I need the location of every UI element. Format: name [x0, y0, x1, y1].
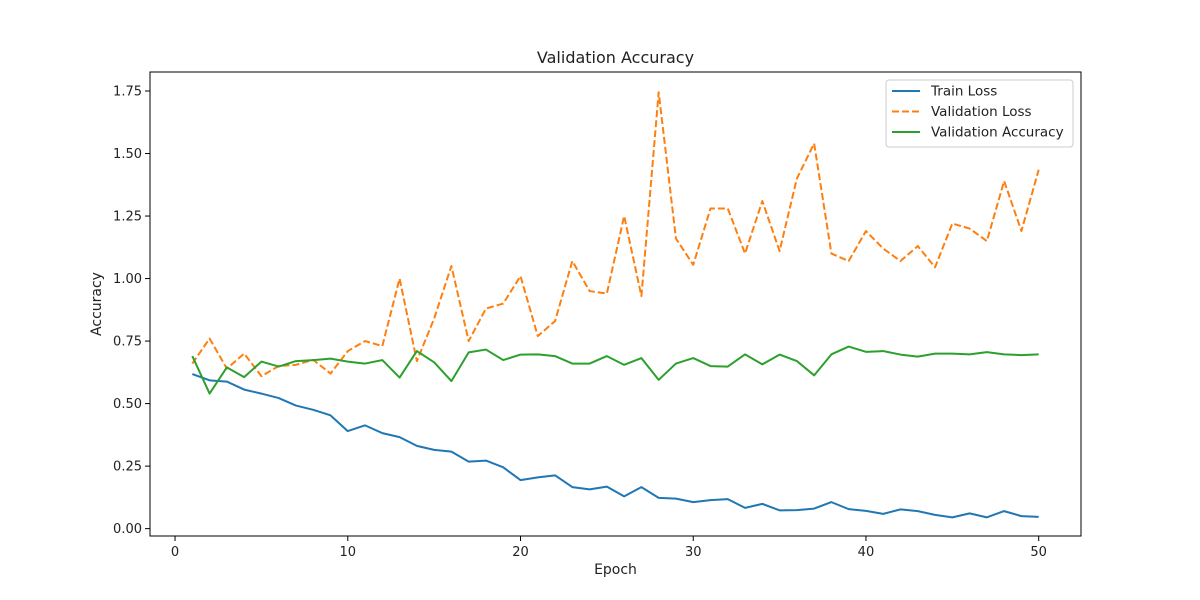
x-tick-label-40: 40 — [858, 545, 875, 560]
x-axis-label: Epoch — [594, 562, 637, 578]
x-tick-label-20: 20 — [512, 545, 529, 560]
y-tick-label-1: 0.25 — [113, 460, 142, 475]
y-axis-label: Accuracy — [89, 272, 105, 336]
x-tick-label-10: 10 — [339, 545, 356, 560]
legend-box — [885, 79, 1074, 148]
x-tick-label-30: 30 — [685, 545, 702, 560]
y-tick-label-0: 0.00 — [113, 522, 142, 537]
legend-label-validation-loss: Validation Loss — [931, 104, 1032, 120]
x-tick-label-0: 0 — [171, 545, 179, 560]
legend: Train Loss Validation Loss Validation Accu… — [885, 79, 1074, 148]
legend-label-validation-accuracy: Validation Accuracy — [931, 125, 1064, 141]
series-line-validation-accuracy — [191, 345, 1039, 395]
plot-frame — [149, 71, 1082, 537]
y-tick-label-7: 1.75 — [113, 85, 142, 100]
y-tick-label-6: 1.50 — [113, 147, 142, 162]
y-tick-label-4: 1.00 — [113, 272, 142, 287]
y-tick-label-5: 1.25 — [113, 210, 142, 225]
series-layer — [191, 91, 1040, 519]
chart-title: Validation Accuracy — [537, 48, 694, 67]
y-axis: 0.00 0.25 0.50 0.75 1.00 1.25 1.50 1.75 — [113, 85, 150, 537]
y-tick-label-2: 0.50 — [113, 397, 142, 412]
x-axis: 0 10 20 30 40 50 — [171, 536, 1047, 560]
x-tick-label-50: 50 — [1030, 545, 1047, 560]
legend-label-train-loss: Train Loss — [930, 84, 997, 100]
series-line-train-loss — [191, 373, 1039, 519]
y-tick-label-3: 0.75 — [113, 335, 142, 350]
